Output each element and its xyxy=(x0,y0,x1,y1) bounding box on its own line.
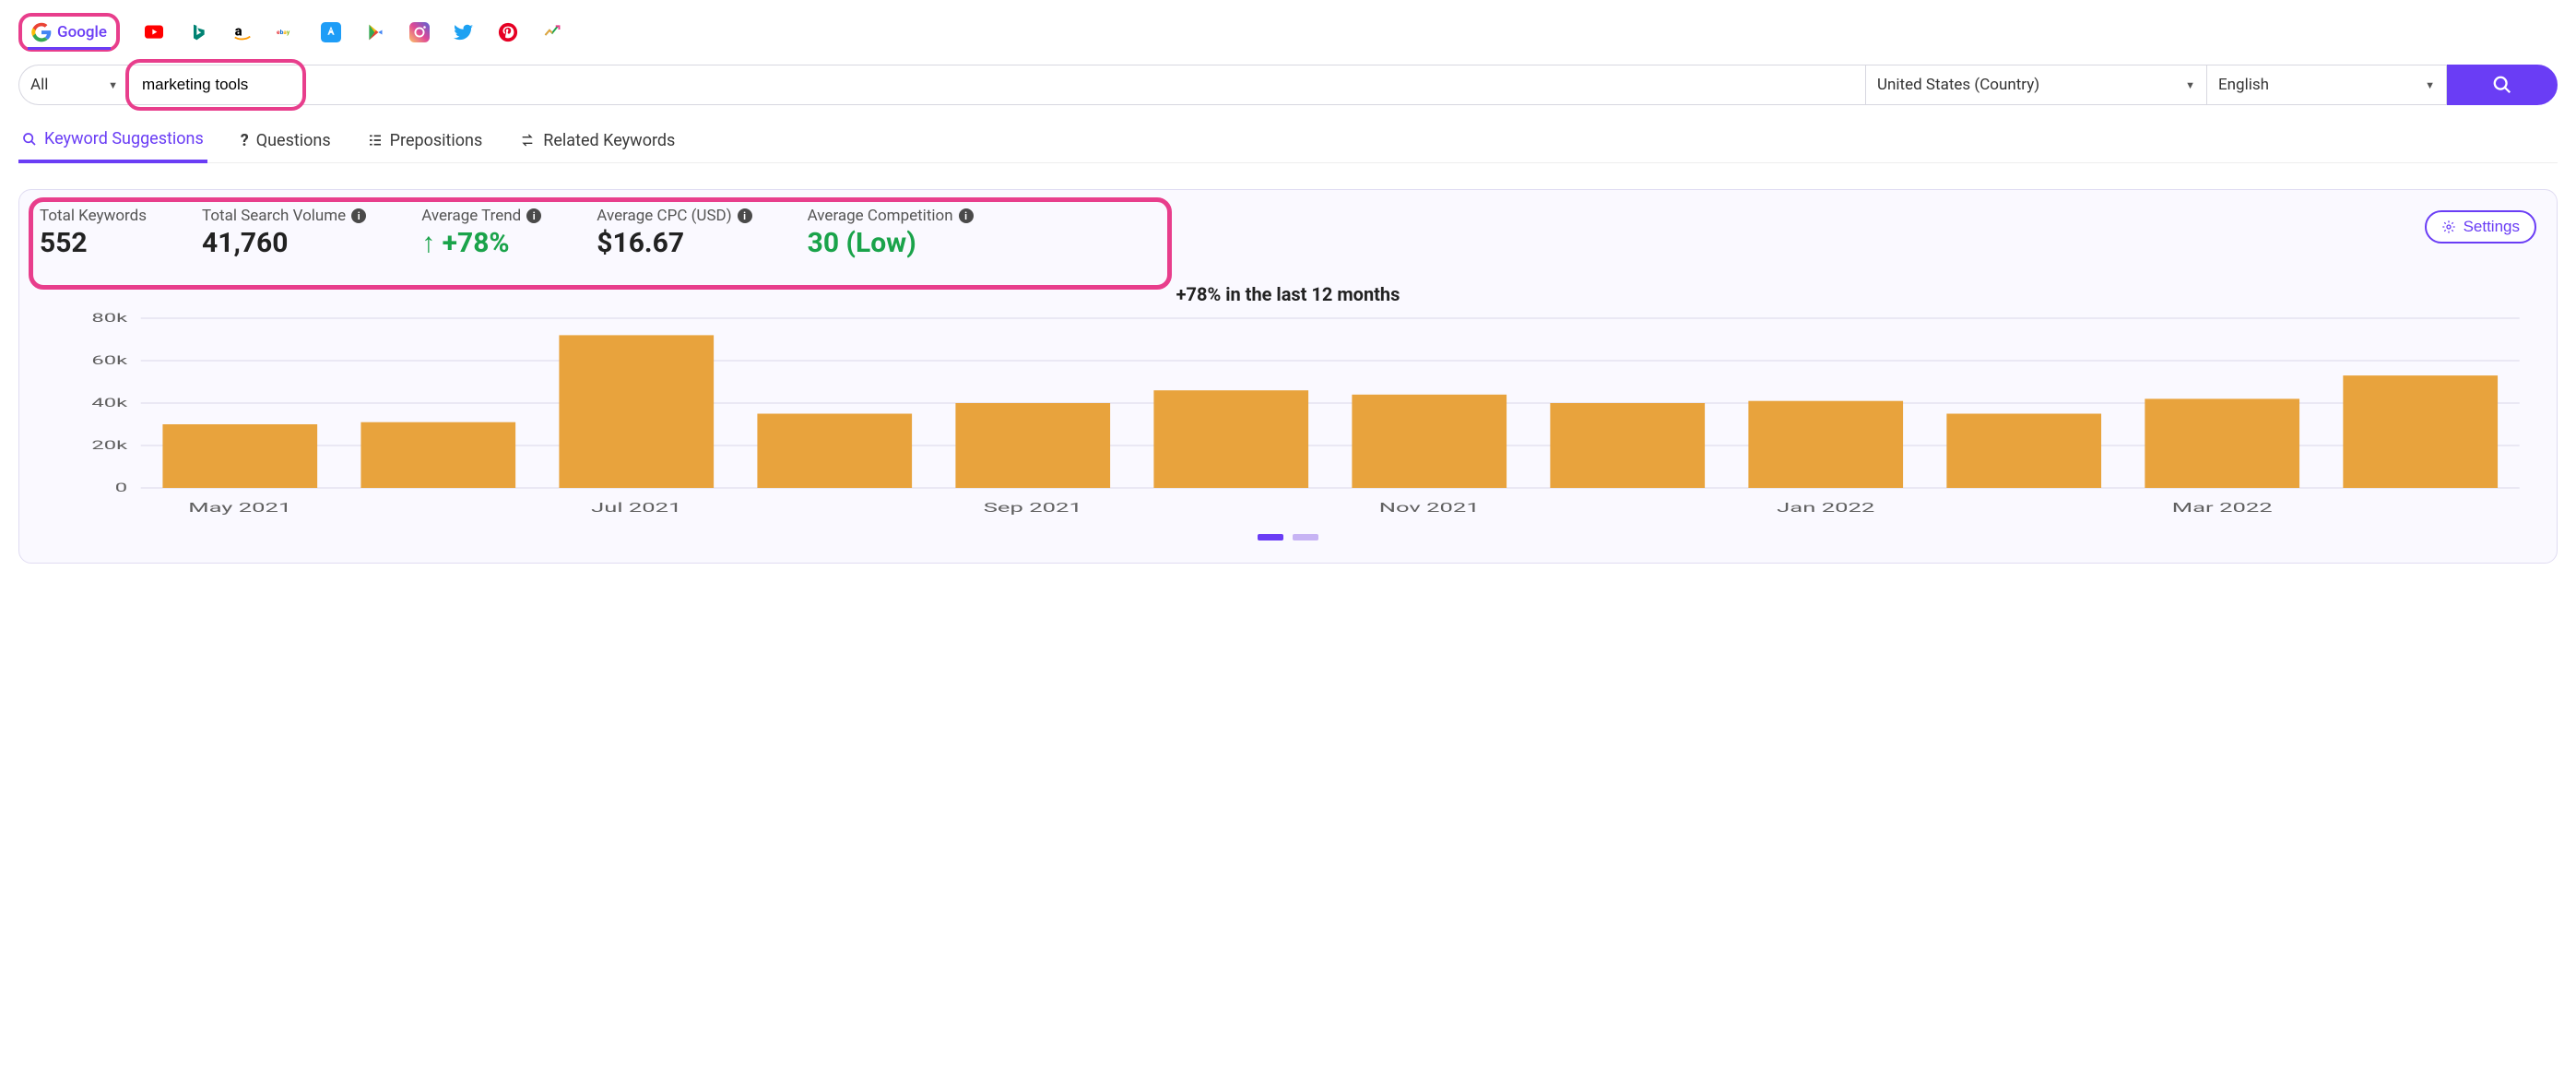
tab-keyword-suggestions[interactable]: Keyword Suggestions xyxy=(18,122,207,163)
trend-icon[interactable] xyxy=(542,22,562,42)
svg-text:60k: 60k xyxy=(91,353,127,368)
metric-avg-trend: Average Trend i ↑ +78% xyxy=(421,207,541,259)
sub-tabs: Keyword Suggestions ? Questions Preposit… xyxy=(18,122,2558,163)
metrics-panel: Total Keywords 552 Total Search Volume i… xyxy=(18,189,2558,564)
metrics-row: Total Keywords 552 Total Search Volume i… xyxy=(40,207,2536,259)
metric-label: Average CPC (USD) i xyxy=(597,207,751,225)
source-tab-google[interactable]: Google xyxy=(18,13,120,52)
info-icon[interactable]: i xyxy=(526,208,541,223)
metric-avg-cpc: Average CPC (USD) i $16.67 xyxy=(597,207,751,259)
question-icon: ? xyxy=(241,131,249,150)
metric-label: Average Trend i xyxy=(421,207,541,225)
language-select[interactable]: English ▼ xyxy=(2207,65,2447,105)
metric-value: 552 xyxy=(40,227,147,259)
tab-related-keywords[interactable]: Related Keywords xyxy=(515,122,679,162)
metric-value: 30 (Low) xyxy=(808,227,974,259)
amazon-icon[interactable]: a xyxy=(232,22,253,42)
metric-value: $16.67 xyxy=(597,227,751,259)
svg-text:May 2021: May 2021 xyxy=(188,501,291,516)
svg-text:Sep 2021: Sep 2021 xyxy=(984,501,1082,516)
youtube-icon[interactable] xyxy=(144,22,164,42)
legend-swatch-2[interactable] xyxy=(1293,534,1318,540)
settings-label: Settings xyxy=(2464,218,2520,236)
metric-value: 41,760 xyxy=(202,227,366,259)
search-row: All ▼ United States (Country) ▼ English … xyxy=(18,65,2558,105)
svg-text:40k: 40k xyxy=(91,396,127,410)
chart-title: +78% in the last 12 months xyxy=(40,283,2536,305)
search-icon xyxy=(2492,75,2512,95)
gear-icon xyxy=(2441,220,2456,234)
svg-text:Nov 2021: Nov 2021 xyxy=(1379,501,1480,516)
chevron-down-icon: ▼ xyxy=(2425,79,2435,91)
chart-legend xyxy=(40,534,2536,540)
svg-text:Jul 2021: Jul 2021 xyxy=(591,501,681,516)
metric-total-volume: Total Search Volume i 41,760 xyxy=(202,207,366,259)
country-select[interactable]: United States (Country) ▼ xyxy=(1866,65,2207,105)
search-icon xyxy=(22,132,37,147)
info-icon[interactable]: i xyxy=(959,208,974,223)
settings-button[interactable]: Settings xyxy=(2425,210,2536,244)
svg-text:ebay: ebay xyxy=(277,29,290,36)
swap-icon xyxy=(519,133,536,148)
tab-label: Keyword Suggestions xyxy=(44,129,204,148)
metric-avg-competition: Average Competition i 30 (Low) xyxy=(808,207,974,259)
filter-value: All xyxy=(30,76,48,94)
pinterest-icon[interactable] xyxy=(498,22,518,42)
keyword-input[interactable] xyxy=(129,65,1866,105)
source-tab-label: Google xyxy=(57,23,107,42)
info-icon[interactable]: i xyxy=(738,208,752,223)
country-value: United States (Country) xyxy=(1877,76,2039,94)
language-value: English xyxy=(2218,76,2269,94)
chevron-down-icon: ▼ xyxy=(2185,79,2195,91)
svg-text:80k: 80k xyxy=(91,313,127,325)
appstore-icon[interactable] xyxy=(321,22,341,42)
google-icon xyxy=(31,22,52,42)
metric-label: Total Keywords xyxy=(40,207,147,225)
tab-prepositions[interactable]: Prepositions xyxy=(364,122,487,162)
metric-label: Average Competition i xyxy=(808,207,974,225)
tab-label: Prepositions xyxy=(390,131,483,150)
metric-label: Total Search Volume i xyxy=(202,207,366,225)
svg-text:a: a xyxy=(235,23,242,40)
instagram-icon[interactable] xyxy=(409,22,430,42)
source-tabs: Google a ebay xyxy=(18,9,2558,61)
tab-label: Questions xyxy=(256,131,331,150)
metric-value: ↑ +78% xyxy=(421,227,541,259)
svg-text:0: 0 xyxy=(115,481,127,495)
tab-label: Related Keywords xyxy=(543,131,675,150)
metric-total-keywords: Total Keywords 552 xyxy=(40,207,147,259)
list-icon xyxy=(368,133,383,148)
bing-icon[interactable] xyxy=(188,22,208,42)
ebay-icon[interactable]: ebay xyxy=(277,22,297,42)
filter-select[interactable]: All ▼ xyxy=(18,65,129,105)
playstore-icon[interactable] xyxy=(365,22,385,42)
legend-swatch-1[interactable] xyxy=(1258,534,1283,540)
svg-text:Mar 2022: Mar 2022 xyxy=(2172,501,2273,516)
trend-chart: 0 20k 40k 60k 80k May 2021 Jul 2021 Sep 2021 Nov… xyxy=(40,313,2536,525)
info-icon[interactable]: i xyxy=(351,208,366,223)
search-button[interactable] xyxy=(2447,65,2558,105)
svg-text:20k: 20k xyxy=(91,438,127,453)
chevron-down-icon: ▼ xyxy=(108,79,118,91)
twitter-icon[interactable] xyxy=(454,22,474,42)
tab-questions[interactable]: ? Questions xyxy=(237,122,335,162)
svg-text:Jan 2022: Jan 2022 xyxy=(1777,501,1874,516)
